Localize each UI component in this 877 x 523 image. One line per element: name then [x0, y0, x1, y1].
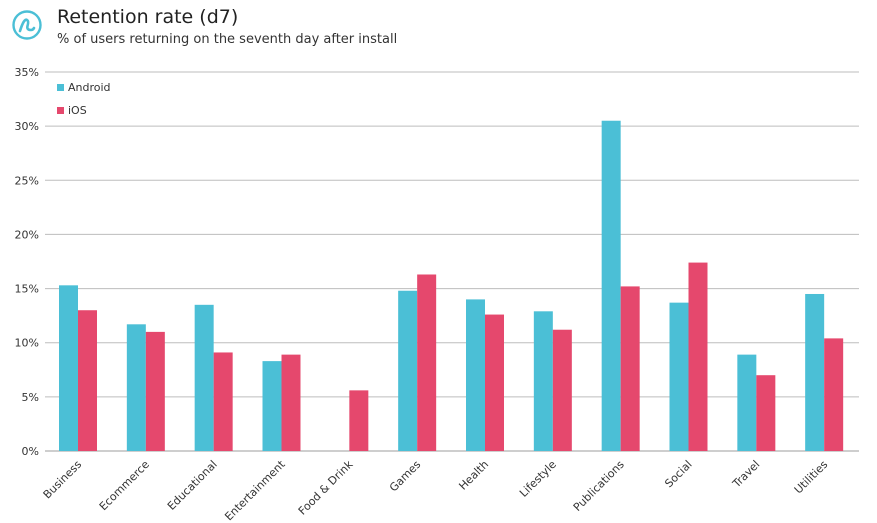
chart-title: Retention rate (d7) — [57, 6, 239, 28]
bar-ios-games — [417, 274, 437, 451]
category-labels: Business Ecommerce Educational Entertainmen… — [41, 457, 831, 523]
bar-ios-travel — [756, 375, 776, 451]
bar-ios-food-drink — [349, 390, 369, 451]
bar-android-travel — [737, 354, 757, 451]
bar-android-social — [669, 302, 689, 451]
legend-swatch — [57, 84, 64, 91]
legend: Android iOS — [57, 81, 111, 117]
y-tick-label: 20% — [15, 228, 39, 241]
y-tick-label: 15% — [15, 283, 39, 296]
y-tick-label: 5% — [22, 391, 39, 404]
bar-ios-entertainment — [281, 354, 301, 451]
bar-android-ecommerce — [126, 324, 146, 451]
bar-android-entertainment — [262, 361, 282, 451]
bar-android-educational — [194, 304, 214, 451]
bar-android-publications — [601, 120, 621, 451]
x-tick-label: Social — [662, 458, 694, 490]
grid-layer: 0% 5% 10% 15% 20% 25% 30% 35% — [15, 66, 859, 458]
x-tick-label: Travel — [729, 458, 762, 491]
bar-android-games — [398, 290, 418, 451]
bars-layer — [59, 120, 844, 451]
bar-android-business — [59, 285, 78, 451]
bar-ios-social — [688, 262, 708, 451]
bar-android-health — [466, 299, 485, 451]
x-tick-label: Entertainment — [222, 457, 288, 523]
bar-android-utilities — [805, 293, 825, 451]
bar-ios-publications — [620, 286, 640, 451]
x-tick-label: Lifestyle — [517, 458, 559, 500]
x-tick-label: Games — [387, 458, 424, 495]
bar-ios-health — [485, 314, 504, 451]
legend-label: Android — [68, 81, 111, 94]
x-tick-label: Food & Drink — [296, 457, 356, 517]
chart-subtitle: % of users returning on the seventh day … — [57, 32, 398, 47]
x-tick-label: Business — [41, 458, 85, 502]
bar-ios-business — [78, 310, 97, 451]
bar-android-lifestyle — [533, 311, 553, 451]
bar-ios-lifestyle — [552, 329, 572, 451]
y-tick-label: 35% — [15, 66, 39, 79]
x-tick-label: Educational — [165, 458, 220, 513]
bar-ios-ecommerce — [145, 331, 165, 451]
legend-label: iOS — [68, 104, 87, 117]
x-tick-label: Utilities — [792, 458, 831, 497]
bar-ios-utilities — [824, 338, 844, 451]
y-tick-label: 10% — [15, 337, 39, 350]
y-tick-label: 25% — [15, 174, 39, 187]
x-tick-label: Health — [456, 458, 491, 493]
x-tick-label: Ecommerce — [97, 458, 152, 513]
y-tick-label: 0% — [22, 445, 39, 458]
x-tick-label: Publications — [571, 458, 627, 514]
y-tick-label: 30% — [15, 120, 39, 133]
bar-ios-educational — [213, 352, 233, 451]
adjust-logo-icon — [12, 10, 42, 40]
legend-swatch — [57, 107, 64, 114]
